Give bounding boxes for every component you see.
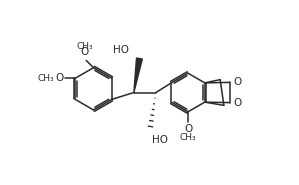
Text: O: O xyxy=(234,98,242,108)
Text: O: O xyxy=(80,47,89,57)
Text: O: O xyxy=(55,73,63,83)
Text: CH₃: CH₃ xyxy=(180,133,196,142)
Text: CH₃: CH₃ xyxy=(37,74,54,83)
Polygon shape xyxy=(134,58,142,92)
Text: O: O xyxy=(234,77,242,87)
Text: O: O xyxy=(184,124,192,134)
Text: HO: HO xyxy=(152,135,168,145)
Text: CH₃: CH₃ xyxy=(76,42,93,51)
Text: HO: HO xyxy=(113,45,129,55)
